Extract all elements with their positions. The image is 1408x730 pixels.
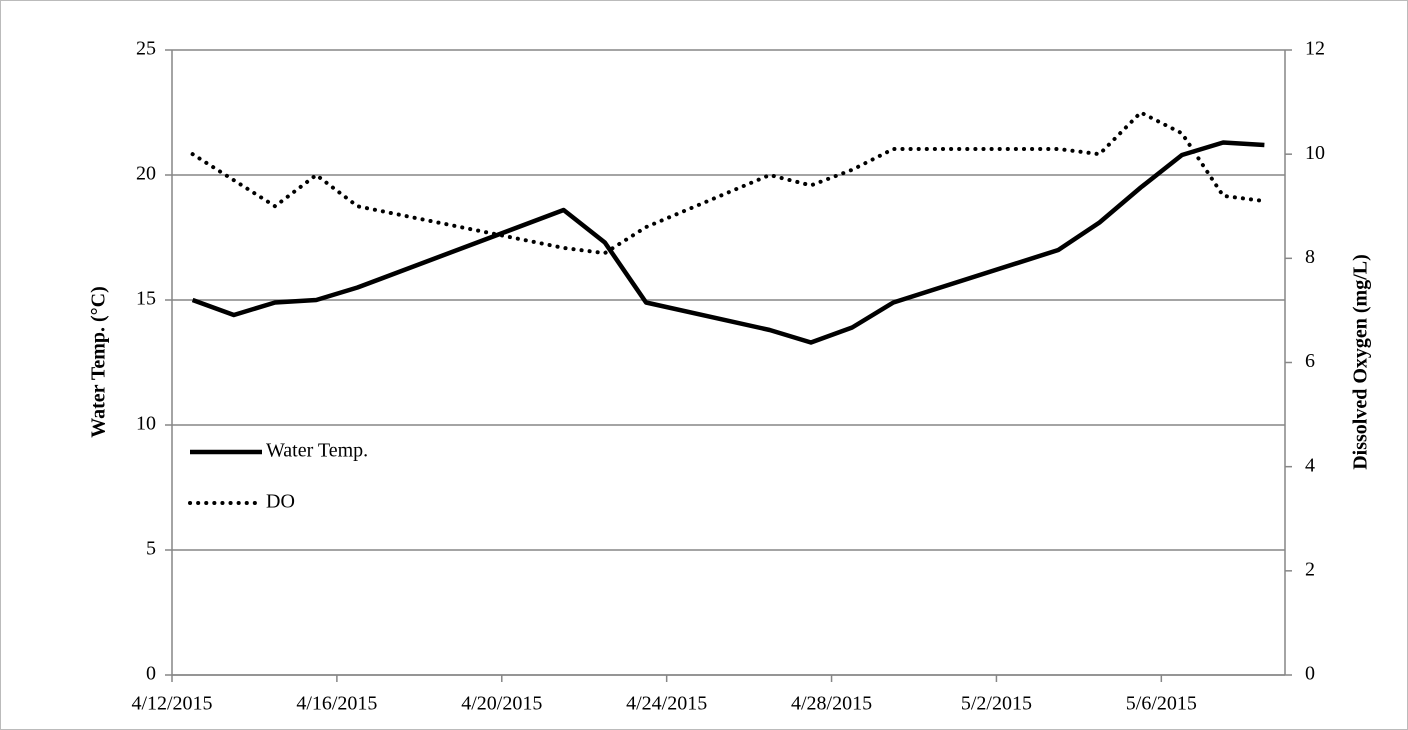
x-tick-label: 4/12/2015 [131,693,212,715]
series-line [190,110,1267,256]
y-tick-label: 10 [136,413,156,435]
y-axis-title: Water Temp. (°C) [88,286,110,438]
y2-tick-label: 8 [1305,246,1315,268]
y2-tick-label: 6 [1305,350,1315,372]
legend-label: DO [266,491,295,513]
y-tick-label: 5 [146,538,156,560]
x-tick-label: 4/28/2015 [791,693,872,715]
y-tick-label: 15 [136,288,156,310]
x-tick-label: 5/6/2015 [1126,693,1197,715]
y2-tick-label: 4 [1305,454,1315,476]
series-line [191,140,1265,345]
x-tick-label: 4/20/2015 [461,693,542,715]
x-tick-label: 4/16/2015 [296,693,377,715]
x-tick-label: 4/24/2015 [626,693,707,715]
y2-tick-label: 12 [1305,38,1325,60]
legend-label: Water Temp. [266,440,368,462]
x-tick-label: 5/2/2015 [961,693,1032,715]
y2-axis-title: Dissolved Oxygen (mg/L) [1350,254,1372,470]
y2-tick-label: 2 [1305,558,1315,580]
y2-tick-label: 10 [1305,142,1325,164]
y-tick-label: 20 [136,163,156,185]
y-tick-label: 25 [136,38,156,60]
y-tick-label: 0 [146,663,156,685]
y2-tick-label: 0 [1305,663,1315,685]
